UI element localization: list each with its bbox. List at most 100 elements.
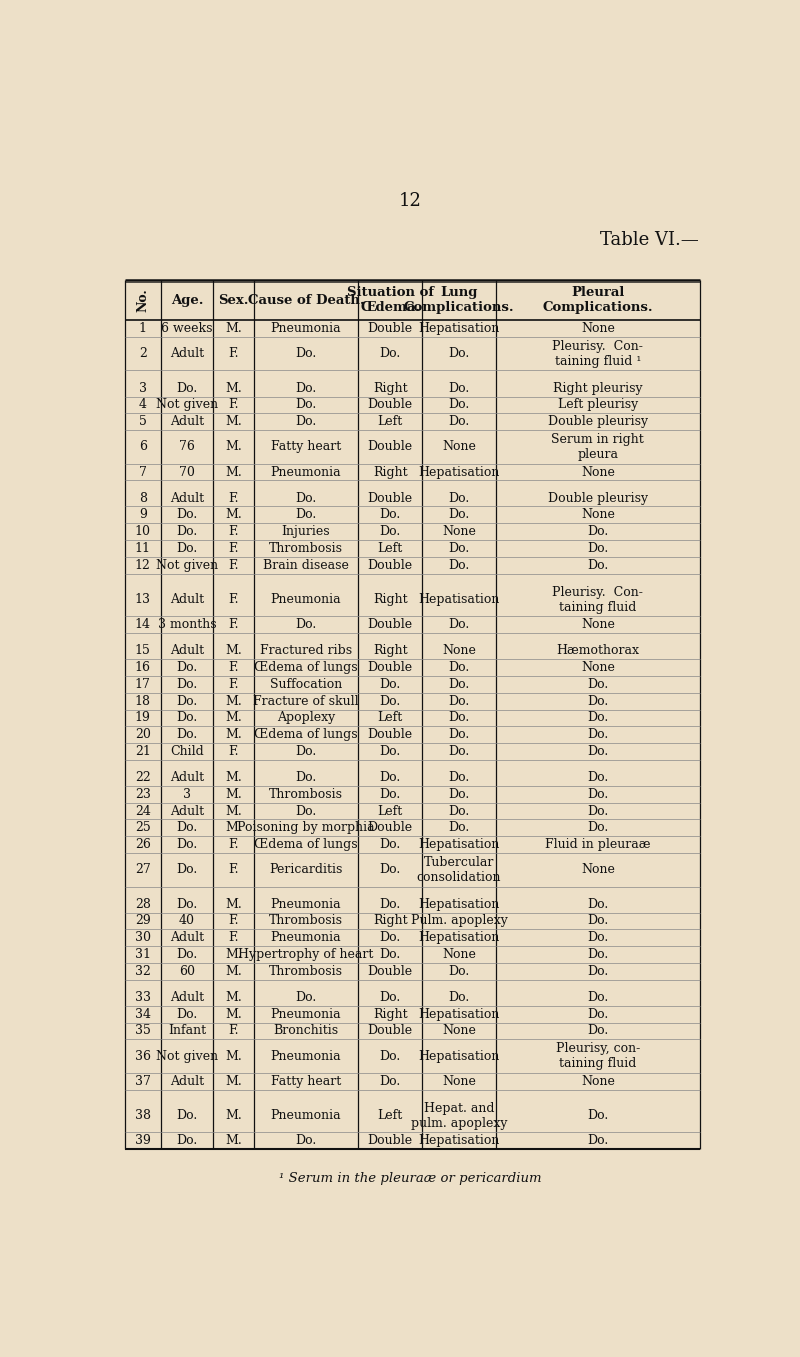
Text: 1: 1 bbox=[138, 322, 146, 335]
Text: 3 months: 3 months bbox=[158, 619, 217, 631]
Text: Do.: Do. bbox=[448, 695, 470, 707]
Text: Do.: Do. bbox=[177, 1109, 198, 1122]
Text: Do.: Do. bbox=[448, 491, 470, 505]
Text: Do.: Do. bbox=[177, 1008, 198, 1020]
Text: Do.: Do. bbox=[379, 931, 401, 944]
Text: M.: M. bbox=[226, 1109, 242, 1122]
Text: Pulm. apoplexy: Pulm. apoplexy bbox=[410, 915, 507, 927]
Text: Hæmothorax: Hæmothorax bbox=[556, 645, 639, 657]
Text: Pleurisy.  Con-
taining fluid ¹: Pleurisy. Con- taining fluid ¹ bbox=[553, 339, 643, 368]
Text: 6: 6 bbox=[138, 441, 146, 453]
Text: M.: M. bbox=[226, 1049, 242, 1063]
Text: 19: 19 bbox=[135, 711, 150, 725]
Text: None: None bbox=[442, 441, 476, 453]
Text: Do.: Do. bbox=[379, 863, 401, 877]
Text: Fluid in pleuraæ: Fluid in pleuraæ bbox=[545, 839, 650, 851]
Text: M.: M. bbox=[226, 381, 242, 395]
Text: Double: Double bbox=[367, 821, 413, 835]
Text: 3: 3 bbox=[138, 381, 146, 395]
Text: 6 weeks: 6 weeks bbox=[162, 322, 213, 335]
Text: Do.: Do. bbox=[295, 415, 317, 429]
Text: Pneumonia: Pneumonia bbox=[270, 931, 341, 944]
Text: 12: 12 bbox=[398, 193, 422, 210]
Text: Adult: Adult bbox=[170, 805, 204, 817]
Text: Pneumonia: Pneumonia bbox=[270, 465, 341, 479]
Text: 24: 24 bbox=[135, 805, 150, 817]
Text: Do.: Do. bbox=[177, 839, 198, 851]
Text: 31: 31 bbox=[134, 949, 150, 961]
Text: Double: Double bbox=[367, 322, 413, 335]
Text: Double: Double bbox=[367, 1134, 413, 1147]
Text: 15: 15 bbox=[135, 645, 150, 657]
Text: Do.: Do. bbox=[177, 525, 198, 539]
Text: Double: Double bbox=[367, 729, 413, 741]
Text: Do.: Do. bbox=[295, 771, 317, 784]
Text: Do.: Do. bbox=[177, 821, 198, 835]
Text: M.: M. bbox=[226, 695, 242, 707]
Text: Œdema of lungs: Œdema of lungs bbox=[254, 729, 358, 741]
Text: Thrombosis: Thrombosis bbox=[269, 965, 343, 978]
Text: 23: 23 bbox=[135, 788, 150, 801]
Text: Pneumonia: Pneumonia bbox=[270, 322, 341, 335]
Text: 13: 13 bbox=[134, 593, 150, 607]
Text: Do.: Do. bbox=[587, 991, 609, 1004]
Text: Do.: Do. bbox=[587, 1134, 609, 1147]
Text: Double: Double bbox=[367, 1025, 413, 1037]
Text: Do.: Do. bbox=[587, 1109, 609, 1122]
Text: M.: M. bbox=[226, 788, 242, 801]
Text: Thrombosis: Thrombosis bbox=[269, 541, 343, 555]
Text: Do.: Do. bbox=[587, 821, 609, 835]
Text: Sex.: Sex. bbox=[218, 293, 249, 307]
Text: 21: 21 bbox=[135, 745, 150, 759]
Text: Thrombosis: Thrombosis bbox=[269, 915, 343, 927]
Text: Hepatisation: Hepatisation bbox=[418, 1049, 500, 1063]
Text: M.: M. bbox=[226, 645, 242, 657]
Text: Do.: Do. bbox=[587, 788, 609, 801]
Text: F.: F. bbox=[228, 525, 239, 539]
Text: Age.: Age. bbox=[171, 293, 203, 307]
Text: 8: 8 bbox=[138, 491, 146, 505]
Text: 25: 25 bbox=[135, 821, 150, 835]
Text: Do.: Do. bbox=[177, 949, 198, 961]
Text: Suffocation: Suffocation bbox=[270, 678, 342, 691]
Text: 30: 30 bbox=[134, 931, 150, 944]
Text: Hepatisation: Hepatisation bbox=[418, 931, 500, 944]
Text: Hepatisation: Hepatisation bbox=[418, 593, 500, 607]
Text: Do.: Do. bbox=[379, 347, 401, 360]
Text: 11: 11 bbox=[134, 541, 150, 555]
Text: Double: Double bbox=[367, 965, 413, 978]
Text: Fatty heart: Fatty heart bbox=[270, 441, 341, 453]
Text: None: None bbox=[442, 1025, 476, 1037]
Text: 28: 28 bbox=[135, 898, 150, 911]
Text: 14: 14 bbox=[134, 619, 150, 631]
Text: Do.: Do. bbox=[379, 839, 401, 851]
Text: Do.: Do. bbox=[587, 931, 609, 944]
Text: Adult: Adult bbox=[170, 593, 204, 607]
Text: Adult: Adult bbox=[170, 931, 204, 944]
Text: None: None bbox=[581, 322, 614, 335]
Text: Pneumonia: Pneumonia bbox=[270, 1109, 341, 1122]
Text: Do.: Do. bbox=[448, 381, 470, 395]
Text: Lung
Complications.: Lung Complications. bbox=[404, 286, 514, 313]
Text: Left pleurisy: Left pleurisy bbox=[558, 399, 638, 411]
Text: Right: Right bbox=[373, 465, 407, 479]
Text: Table VI.—: Table VI.— bbox=[599, 231, 698, 248]
Text: 39: 39 bbox=[135, 1134, 150, 1147]
Text: Double: Double bbox=[367, 491, 413, 505]
Text: Do.: Do. bbox=[587, 805, 609, 817]
Text: Do.: Do. bbox=[587, 678, 609, 691]
Text: 4: 4 bbox=[138, 399, 146, 411]
Text: 12: 12 bbox=[135, 559, 150, 571]
Text: Do.: Do. bbox=[587, 525, 609, 539]
Text: 27: 27 bbox=[135, 863, 150, 877]
Text: Do.: Do. bbox=[295, 381, 317, 395]
Text: Adult: Adult bbox=[170, 991, 204, 1004]
Text: Do.: Do. bbox=[177, 509, 198, 521]
Text: Do.: Do. bbox=[587, 1025, 609, 1037]
Text: Do.: Do. bbox=[448, 347, 470, 360]
Text: Do.: Do. bbox=[177, 898, 198, 911]
Text: M.: M. bbox=[226, 1075, 242, 1088]
Text: Do.: Do. bbox=[177, 381, 198, 395]
Text: Do.: Do. bbox=[448, 729, 470, 741]
Text: 3: 3 bbox=[183, 788, 191, 801]
